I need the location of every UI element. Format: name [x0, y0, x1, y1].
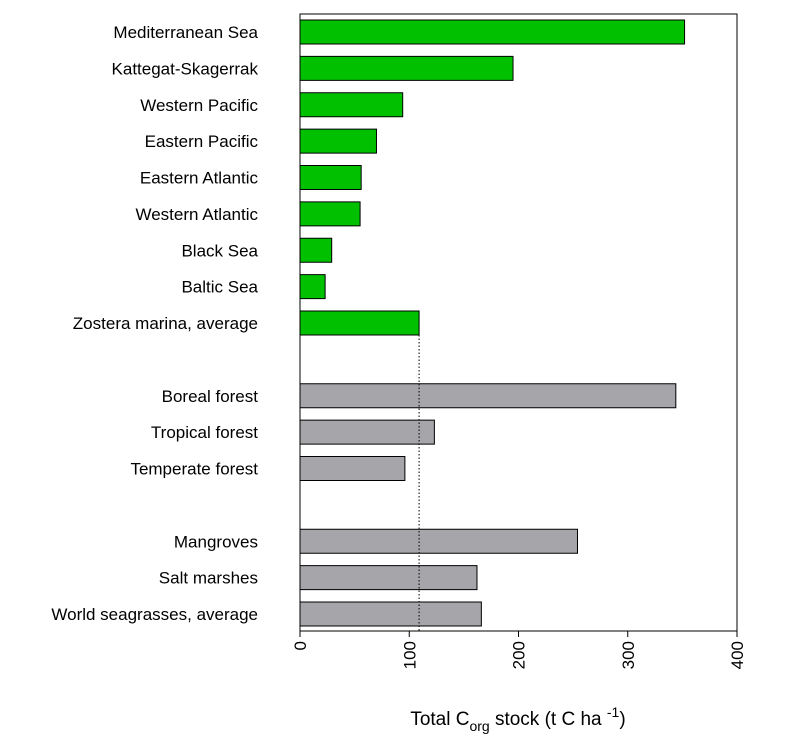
- x-tick-label: 0: [291, 641, 310, 650]
- y-tick-label: Temperate forest: [130, 460, 258, 479]
- bar: [299, 419, 435, 445]
- x-axis-title: Total Corg stock (t C ha -1): [410, 704, 625, 734]
- bar: [299, 165, 362, 190]
- bar: [299, 237, 333, 263]
- y-tick-label: Western Atlantic: [135, 205, 258, 224]
- bar: [299, 201, 361, 227]
- bar: [299, 456, 406, 481]
- x-tick-label: 400: [728, 641, 747, 669]
- y-tick-label: Eastern Atlantic: [140, 169, 259, 188]
- x-title-part: -1: [607, 704, 620, 720]
- y-tick-label: Mangroves: [174, 532, 258, 551]
- x-tick-label: 100: [400, 641, 419, 669]
- bar: [299, 601, 482, 627]
- bar: [299, 528, 578, 554]
- bar: [299, 92, 404, 118]
- bar: [299, 55, 514, 81]
- x-title-part: stock (t C ha: [490, 709, 607, 730]
- y-tick-label: World seagrasses, average: [51, 605, 258, 624]
- bar: [299, 565, 478, 591]
- bar: [299, 19, 686, 45]
- y-tick-label: Mediterranean Sea: [113, 23, 258, 42]
- y-tick-label: Tropical forest: [151, 423, 258, 442]
- x-title-part: ): [619, 709, 625, 730]
- y-tick-label: Boreal forest: [162, 387, 259, 406]
- x-tick-label: 300: [619, 641, 638, 669]
- x-title-part: Total C: [410, 709, 469, 730]
- y-tick-label: Black Sea: [181, 241, 258, 260]
- bar: [299, 128, 377, 154]
- y-tick-label: Eastern Pacific: [145, 132, 259, 151]
- y-tick-label: Zostera marina, average: [73, 314, 258, 333]
- bar: [299, 383, 677, 409]
- x-tick-label: 200: [510, 641, 529, 669]
- y-tick-label: Western Pacific: [140, 96, 258, 115]
- bar: [299, 310, 420, 336]
- x-title-part: org: [469, 718, 489, 734]
- y-tick-label: Baltic Sea: [181, 278, 258, 297]
- y-tick-label: Salt marshes: [159, 569, 258, 588]
- bar: [299, 274, 326, 300]
- y-tick-label: Kattegat-Skagerrak: [112, 59, 259, 78]
